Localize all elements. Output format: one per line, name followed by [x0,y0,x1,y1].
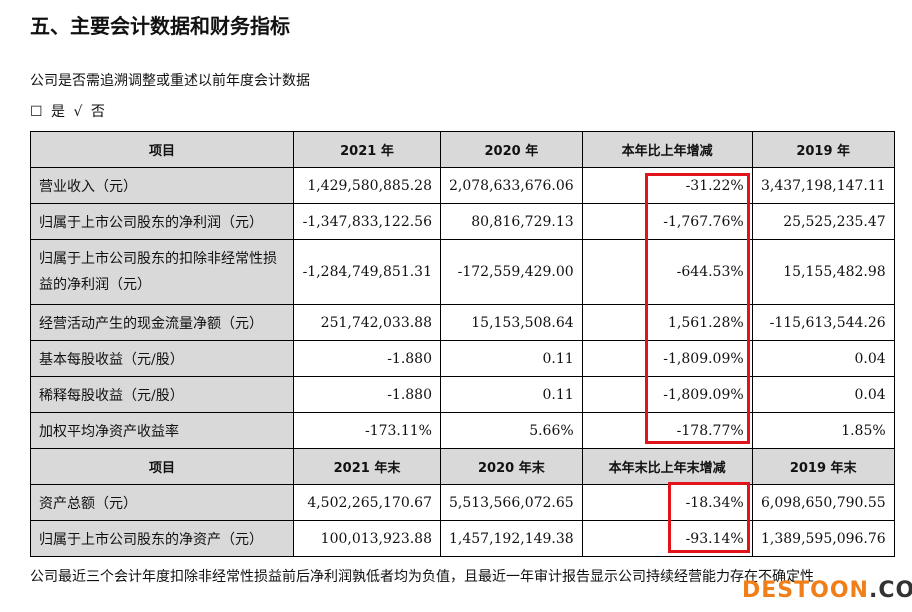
cell-value: 0.04 [751,340,895,377]
cell-value: 0.11 [440,376,583,413]
table-row: 稀释每股收益（元/股） -1.880 0.11 -1,809.09% 0.04 [30,376,895,413]
table-row: 归属于上市公司股东的净利润（元） -1,347,833,122.56 80,816,… [30,203,895,240]
row-label: 归属于上市公司股东的净资产（元） [30,520,294,557]
cell-value: 4,502,265,170.67 [293,484,441,521]
cell-value: 3,437,198,147.11 [751,167,895,204]
row-label: 加权平均净资产收益率 [30,412,294,449]
column-header: 2021 年 [293,131,441,168]
row-label: 基本每股收益（元/股） [30,340,294,377]
option-no: 否 [90,104,107,120]
section-title: 五、主要会计数据和财务指标 [30,14,290,38]
cell-value: 5,513,566,072.65 [440,484,583,521]
cell-value: 80,816,729.13 [440,203,583,240]
table-row: 归属于上市公司股东的扣除非经常性损益的净利润（元） -1,284,749,851.… [30,239,895,305]
column-header: 2020 年 [440,131,583,168]
cell-value: 25,525,235.47 [751,203,895,240]
table-row: 加权平均净资产收益率 -173.11% 5.66% -178.77% 1.85% [30,412,895,449]
row-label: 归属于上市公司股东的净利润（元） [30,203,294,240]
row-label: 资产总额（元） [30,484,294,521]
financial-data-table: 项目 2021 年 2020 年本年比上年增减 2019 年营业收入（元） 1,429,… [30,131,895,557]
highlight-box-yoy [645,173,750,444]
column-header: 项目 [30,131,294,168]
cell-value: 1,389,595,096.76 [751,520,895,557]
cell-value: -172,559,429.00 [440,239,583,305]
table-header-row: 项目 2021 年 2020 年本年比上年增减 2019 年 [30,131,895,168]
row-label: 稀释每股收益（元/股） [30,376,294,413]
table-row: 归属于上市公司股东的净资产（元） 100,013,923.88 1,457,192,… [30,520,895,557]
watermark-logo: DESTOON.COM [742,578,912,603]
cell-value: 1,457,192,149.38 [440,520,583,557]
cell-value: -1.880 [293,340,441,377]
cell-value: 1,561.28% [581,304,753,341]
checkbox-unchecked-icon: ☐ [30,104,45,120]
cell-value: -1,767.76% [581,203,753,240]
column-header: 2019 年末 [751,448,895,485]
cell-value: 15,153,508.64 [440,304,583,341]
cell-value: 0.04 [751,376,895,413]
table-row: 营业收入（元） 1,429,580,885.28 2,078,633,676.06-… [30,167,895,204]
restatement-question: 公司是否需追溯调整或重述以前年度会计数据 [30,73,310,89]
cell-value: -1,284,749,851.31 [293,239,441,305]
cell-value: 1,429,580,885.28 [293,167,441,204]
cell-value: 251,742,033.88 [293,304,441,341]
cell-value: -173.11% [293,412,441,449]
cell-value: 6,098,650,790.55 [751,484,895,521]
row-label: 营业收入（元） [30,167,294,204]
cell-value: -1,347,833,122.56 [293,203,441,240]
column-header: 本年比上年增减 [581,131,753,168]
column-header: 2020 年末 [440,448,583,485]
restatement-options: ☐ 是 √ 否 [30,101,107,121]
table-row: 经营活动产生的现金流量净额（元） 251,742,033.88 15,153,508… [30,304,895,341]
cell-value: -1.880 [293,376,441,413]
option-yes: 是 [51,104,68,120]
cell-value: 15,155,482.98 [751,239,895,305]
column-header: 2019 年 [751,131,895,168]
table-row: 基本每股收益（元/股） -1.880 0.11 -1,809.09% 0.04 [30,340,895,377]
row-label: 经营活动产生的现金流量净额（元） [30,304,294,341]
cell-value: 1.85% [751,412,895,449]
footnote: 公司最近三个会计年度扣除非经常性损益前后净利润孰低者均为负值，且最近一年审计报告… [30,569,814,585]
cell-value: 2,078,633,676.06 [440,167,583,204]
table-header-row: 项目 2021 年末 2020 年末 本年末比上年末增减 2019 年末 [30,448,895,485]
column-header: 2021 年末 [293,448,441,485]
cell-value: -115,613,544.26 [751,304,895,341]
cell-value: -18.34% [581,484,753,521]
checkmark-icon: √ [73,104,85,120]
cell-value: 100,013,923.88 [293,520,441,557]
table-row: 资产总额（元） 4,502,265,170.67 5,513,566,072.65-… [30,484,895,521]
cell-value: 5.66% [440,412,583,449]
cell-value: 0.11 [440,340,583,377]
row-label: 归属于上市公司股东的扣除非经常性损益的净利润（元） [30,239,294,305]
column-header: 项目 [30,448,294,485]
column-header: 本年末比上年末增减 [581,448,753,485]
highlight-box-ye-change [668,482,750,553]
